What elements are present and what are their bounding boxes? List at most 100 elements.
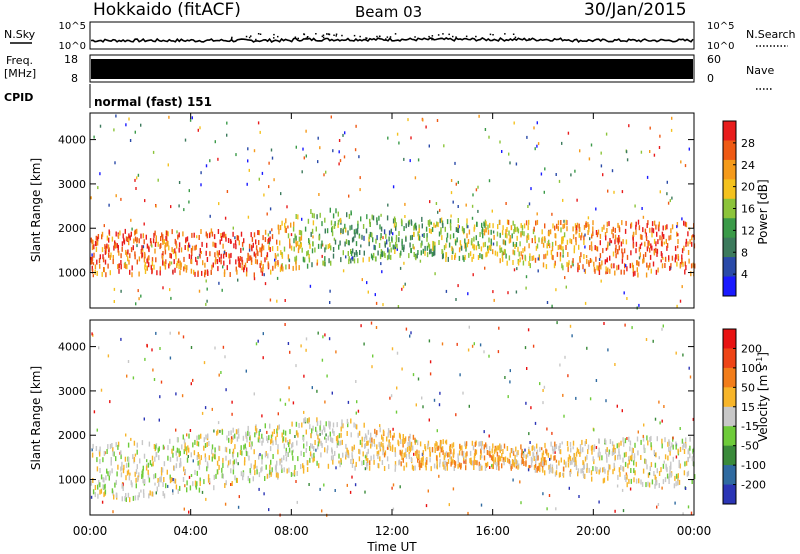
data-cell xyxy=(151,348,153,352)
data-cell xyxy=(640,150,643,154)
data-cell xyxy=(272,440,274,446)
data-cell xyxy=(655,481,657,487)
data-cell xyxy=(575,460,577,466)
data-cell xyxy=(473,224,476,230)
data-cell xyxy=(618,227,621,233)
data-cell xyxy=(381,270,383,274)
data-cell xyxy=(624,263,626,269)
data-cell xyxy=(681,217,683,221)
data-cell xyxy=(338,453,340,459)
data-cell xyxy=(192,459,194,463)
data-cell xyxy=(146,265,148,271)
data-cell xyxy=(222,457,224,463)
data-cell xyxy=(159,395,161,399)
data-cell xyxy=(149,238,152,244)
data-cell xyxy=(490,229,492,235)
data-cell xyxy=(288,264,290,270)
colorbar-tick-label: 12 xyxy=(741,224,755,237)
data-cell xyxy=(655,224,657,230)
data-cell xyxy=(556,251,559,257)
data-cell xyxy=(157,178,159,182)
data-cell xyxy=(647,265,650,271)
data-cell xyxy=(351,462,354,468)
data-cell xyxy=(622,466,624,472)
data-cell xyxy=(157,241,159,247)
data-cell xyxy=(354,148,357,152)
data-cell xyxy=(136,176,138,180)
data-cell xyxy=(473,456,476,462)
data-cell xyxy=(500,444,502,450)
data-cell xyxy=(209,159,211,163)
data-cell xyxy=(463,228,465,234)
data-cell xyxy=(225,480,227,486)
data-cell xyxy=(308,417,310,423)
data-cell xyxy=(340,228,342,233)
data-cell xyxy=(214,447,216,453)
data-cell xyxy=(168,263,170,269)
data-cell xyxy=(482,242,485,248)
data-cell xyxy=(183,438,186,444)
data-cell xyxy=(273,429,275,434)
data-cell xyxy=(637,219,640,225)
data-cell xyxy=(176,456,178,462)
data-cell xyxy=(666,192,668,196)
data-cell xyxy=(418,235,421,241)
data-cell xyxy=(109,255,111,260)
data-cell xyxy=(669,446,672,452)
data-cell xyxy=(329,424,331,430)
data-cell xyxy=(444,440,447,444)
data-cell xyxy=(355,380,357,383)
data-cell xyxy=(621,190,624,194)
data-cell xyxy=(365,455,368,461)
data-cell xyxy=(457,457,459,463)
data-cell xyxy=(612,226,614,232)
data-cell xyxy=(365,435,368,441)
data-cell xyxy=(232,427,234,433)
data-cell xyxy=(411,464,414,470)
data-cell xyxy=(499,140,501,144)
data-cell xyxy=(159,347,161,350)
data-cell xyxy=(518,251,520,257)
data-cell xyxy=(300,230,303,236)
data-cell xyxy=(399,449,401,455)
data-cell xyxy=(147,256,149,262)
data-cell xyxy=(515,446,517,452)
data-cell xyxy=(499,258,501,264)
data-cell xyxy=(106,243,108,249)
data-cell xyxy=(347,422,349,428)
data-cell xyxy=(374,256,377,262)
data-cell xyxy=(272,265,274,271)
data-cell xyxy=(183,208,185,212)
data-cell xyxy=(422,450,424,456)
data-cell xyxy=(655,478,657,484)
data-cell xyxy=(373,244,375,250)
data-cell xyxy=(584,268,586,274)
data-cell xyxy=(271,246,274,252)
data-cell xyxy=(401,287,403,291)
data-cell xyxy=(262,332,264,336)
data-cell xyxy=(289,350,291,354)
data-cell xyxy=(542,262,545,268)
data-cell xyxy=(505,202,507,205)
data-cell xyxy=(525,275,528,279)
data-cell xyxy=(143,453,146,459)
data-cell xyxy=(379,254,382,260)
data-cell xyxy=(134,495,137,501)
data-cell xyxy=(605,235,607,241)
data-cell xyxy=(245,271,248,277)
data-cell xyxy=(653,238,656,244)
data-cell xyxy=(236,478,238,483)
data-cell xyxy=(288,386,290,390)
data-cell xyxy=(324,333,326,337)
data-cell xyxy=(305,154,307,158)
data-cell xyxy=(640,242,643,246)
data-cell xyxy=(108,247,110,253)
data-cell xyxy=(280,464,283,470)
data-cell xyxy=(285,218,287,224)
data-cell xyxy=(381,434,383,440)
data-cell xyxy=(570,265,572,269)
data-cell xyxy=(211,264,213,270)
data-cell xyxy=(267,438,269,444)
data-cell xyxy=(429,200,431,204)
data-cell xyxy=(595,230,598,235)
